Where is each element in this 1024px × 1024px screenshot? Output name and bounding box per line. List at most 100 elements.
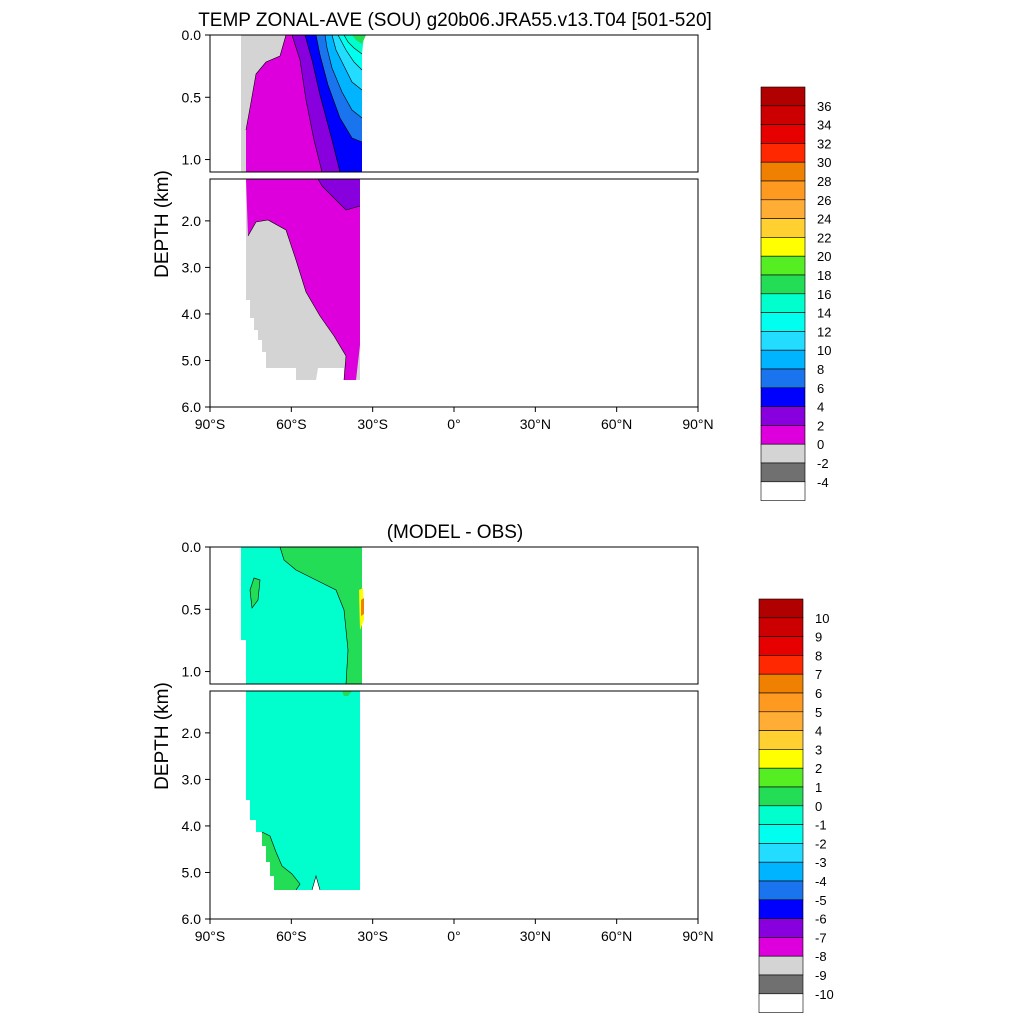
colorbar-swatch — [760, 143, 806, 163]
difference-lower-field — [246, 691, 360, 891]
diff-region-0-1 — [280, 547, 362, 684]
y-tick-label: 5.0 — [182, 352, 202, 368]
x-tick-label: 90°S — [195, 416, 226, 432]
colorbar-swatch — [758, 861, 804, 882]
y-tick-label: 2.0 — [182, 213, 202, 229]
colorbar-label: -10 — [815, 987, 834, 1002]
colorbar-swatch — [760, 481, 806, 501]
difference-upper-field — [241, 547, 364, 684]
colorbar-swatch — [758, 767, 804, 788]
colorbar-label: 5 — [815, 705, 822, 720]
colorbar-swatch — [760, 180, 806, 201]
colorbar-label: -8 — [815, 949, 827, 964]
colorbar-label: 34 — [817, 118, 831, 133]
y-tick-label: 4.0 — [182, 306, 202, 322]
y-tick-label: 3.0 — [182, 259, 202, 275]
colorbar-swatch — [760, 274, 806, 295]
diff-contour-lines — [249, 547, 349, 684]
diff-region-minus1-0-deep — [246, 691, 360, 890]
diff-region-6-7 — [361, 598, 364, 616]
x-tick-label: 0° — [447, 928, 460, 944]
colorbar-swatch — [760, 199, 806, 219]
colorbar-label: 14 — [817, 306, 831, 321]
y-tick-label: 0.5 — [182, 601, 202, 617]
colorbar-swatch — [760, 368, 806, 389]
colorbar-swatch — [758, 843, 804, 863]
x-tick-label: 90°N — [682, 928, 713, 944]
x-tick-label: 30°S — [357, 928, 388, 944]
colorbar-label: 18 — [817, 268, 831, 283]
difference-y-axis-label: DEPTH (km) — [152, 682, 173, 790]
colorbar-label: -5 — [815, 893, 827, 908]
colorbar-label: 28 — [817, 174, 831, 189]
colorbar-swatch — [760, 312, 806, 332]
colorbar-label: -1 — [815, 818, 827, 833]
temperature-axes: 90°S 60°S 30°S 0° 30°N 60°N 90°N 0.0 0.5 1.0 2.0 3.… — [182, 27, 714, 432]
difference-chart-title: (MODEL - OBS) — [387, 522, 524, 543]
colorbar-swatch — [758, 824, 804, 844]
colorbar-label: 10 — [817, 343, 831, 358]
contour-lines — [245, 35, 363, 172]
colorbar-swatch — [758, 918, 804, 938]
colorbar-swatch — [760, 462, 806, 483]
colorbar-swatch — [758, 880, 804, 901]
colorbar-swatch — [758, 974, 804, 995]
colorbar-label: 16 — [817, 287, 831, 302]
temperature-figure: TEMP ZONAL-AVE (SOU) g20b06.JRA55.v13.T0… — [152, 10, 831, 501]
field-region-16-18 — [352, 35, 366, 44]
colorbar-label: -2 — [815, 836, 827, 851]
colorbar-label: -3 — [815, 855, 827, 870]
colorbar-swatch — [760, 237, 806, 257]
colorbar-swatch — [758, 937, 804, 957]
x-tick-label: 60°S — [276, 928, 307, 944]
y-tick-label: 3.0 — [182, 771, 202, 787]
colorbar-label: 4 — [817, 400, 824, 415]
difference-upper-frame — [209, 546, 699, 685]
colorbar-label: 9 — [815, 630, 822, 645]
colorbar-label: 24 — [817, 212, 831, 227]
colorbar-label: -4 — [815, 874, 827, 889]
x-tick-label: 30°N — [520, 416, 551, 432]
colorbar-swatch — [758, 692, 804, 713]
colorbar-swatch — [758, 749, 804, 769]
colorbar-label: -2 — [817, 456, 829, 471]
colorbar-swatch — [758, 598, 804, 619]
colorbar-swatch — [758, 655, 804, 675]
colorbar-swatch — [760, 105, 806, 125]
colorbar-label: 22 — [817, 230, 831, 245]
x-tick-label: 30°N — [520, 928, 551, 944]
colorbar-swatch — [760, 331, 806, 351]
colorbar-swatch — [758, 617, 804, 637]
diff-region-0-1-shelf — [342, 691, 352, 696]
colorbar-label: 20 — [817, 249, 831, 264]
colorbar-label: 6 — [815, 686, 822, 701]
colorbar-label: 36 — [817, 99, 831, 114]
colorbar-label: 2 — [815, 761, 822, 776]
colorbar-label: 0 — [817, 437, 824, 452]
diff-region-0-1-deep — [262, 832, 300, 890]
x-tick-label: 60°N — [601, 928, 632, 944]
colorbar-swatch — [758, 955, 804, 976]
y-tick-label: 1.0 — [182, 664, 202, 680]
colorbar-label: 1 — [815, 780, 822, 795]
colorbar-swatch — [760, 124, 806, 144]
y-tick-label: 0.0 — [182, 539, 202, 555]
y-tick-label: 0.0 — [182, 27, 202, 43]
colorbar-label: 10 — [815, 611, 829, 626]
colorbar-swatch — [758, 711, 804, 731]
x-tick-label: 30°S — [357, 416, 388, 432]
colorbar-label: 30 — [817, 155, 831, 170]
colorbar-label: 12 — [817, 324, 831, 339]
colorbar-swatch — [760, 349, 806, 370]
x-tick-label: 0° — [447, 416, 460, 432]
colorbar-label: 3 — [815, 742, 822, 757]
colorbar-swatch — [760, 293, 806, 313]
colorbar-swatch — [758, 993, 804, 1013]
colorbar-swatch — [760, 387, 806, 407]
diff-contour-lines-deep — [261, 831, 321, 891]
y-tick-label: 1.0 — [182, 152, 202, 168]
colorbar-swatch — [760, 255, 806, 276]
colorbar-swatch — [758, 730, 804, 750]
